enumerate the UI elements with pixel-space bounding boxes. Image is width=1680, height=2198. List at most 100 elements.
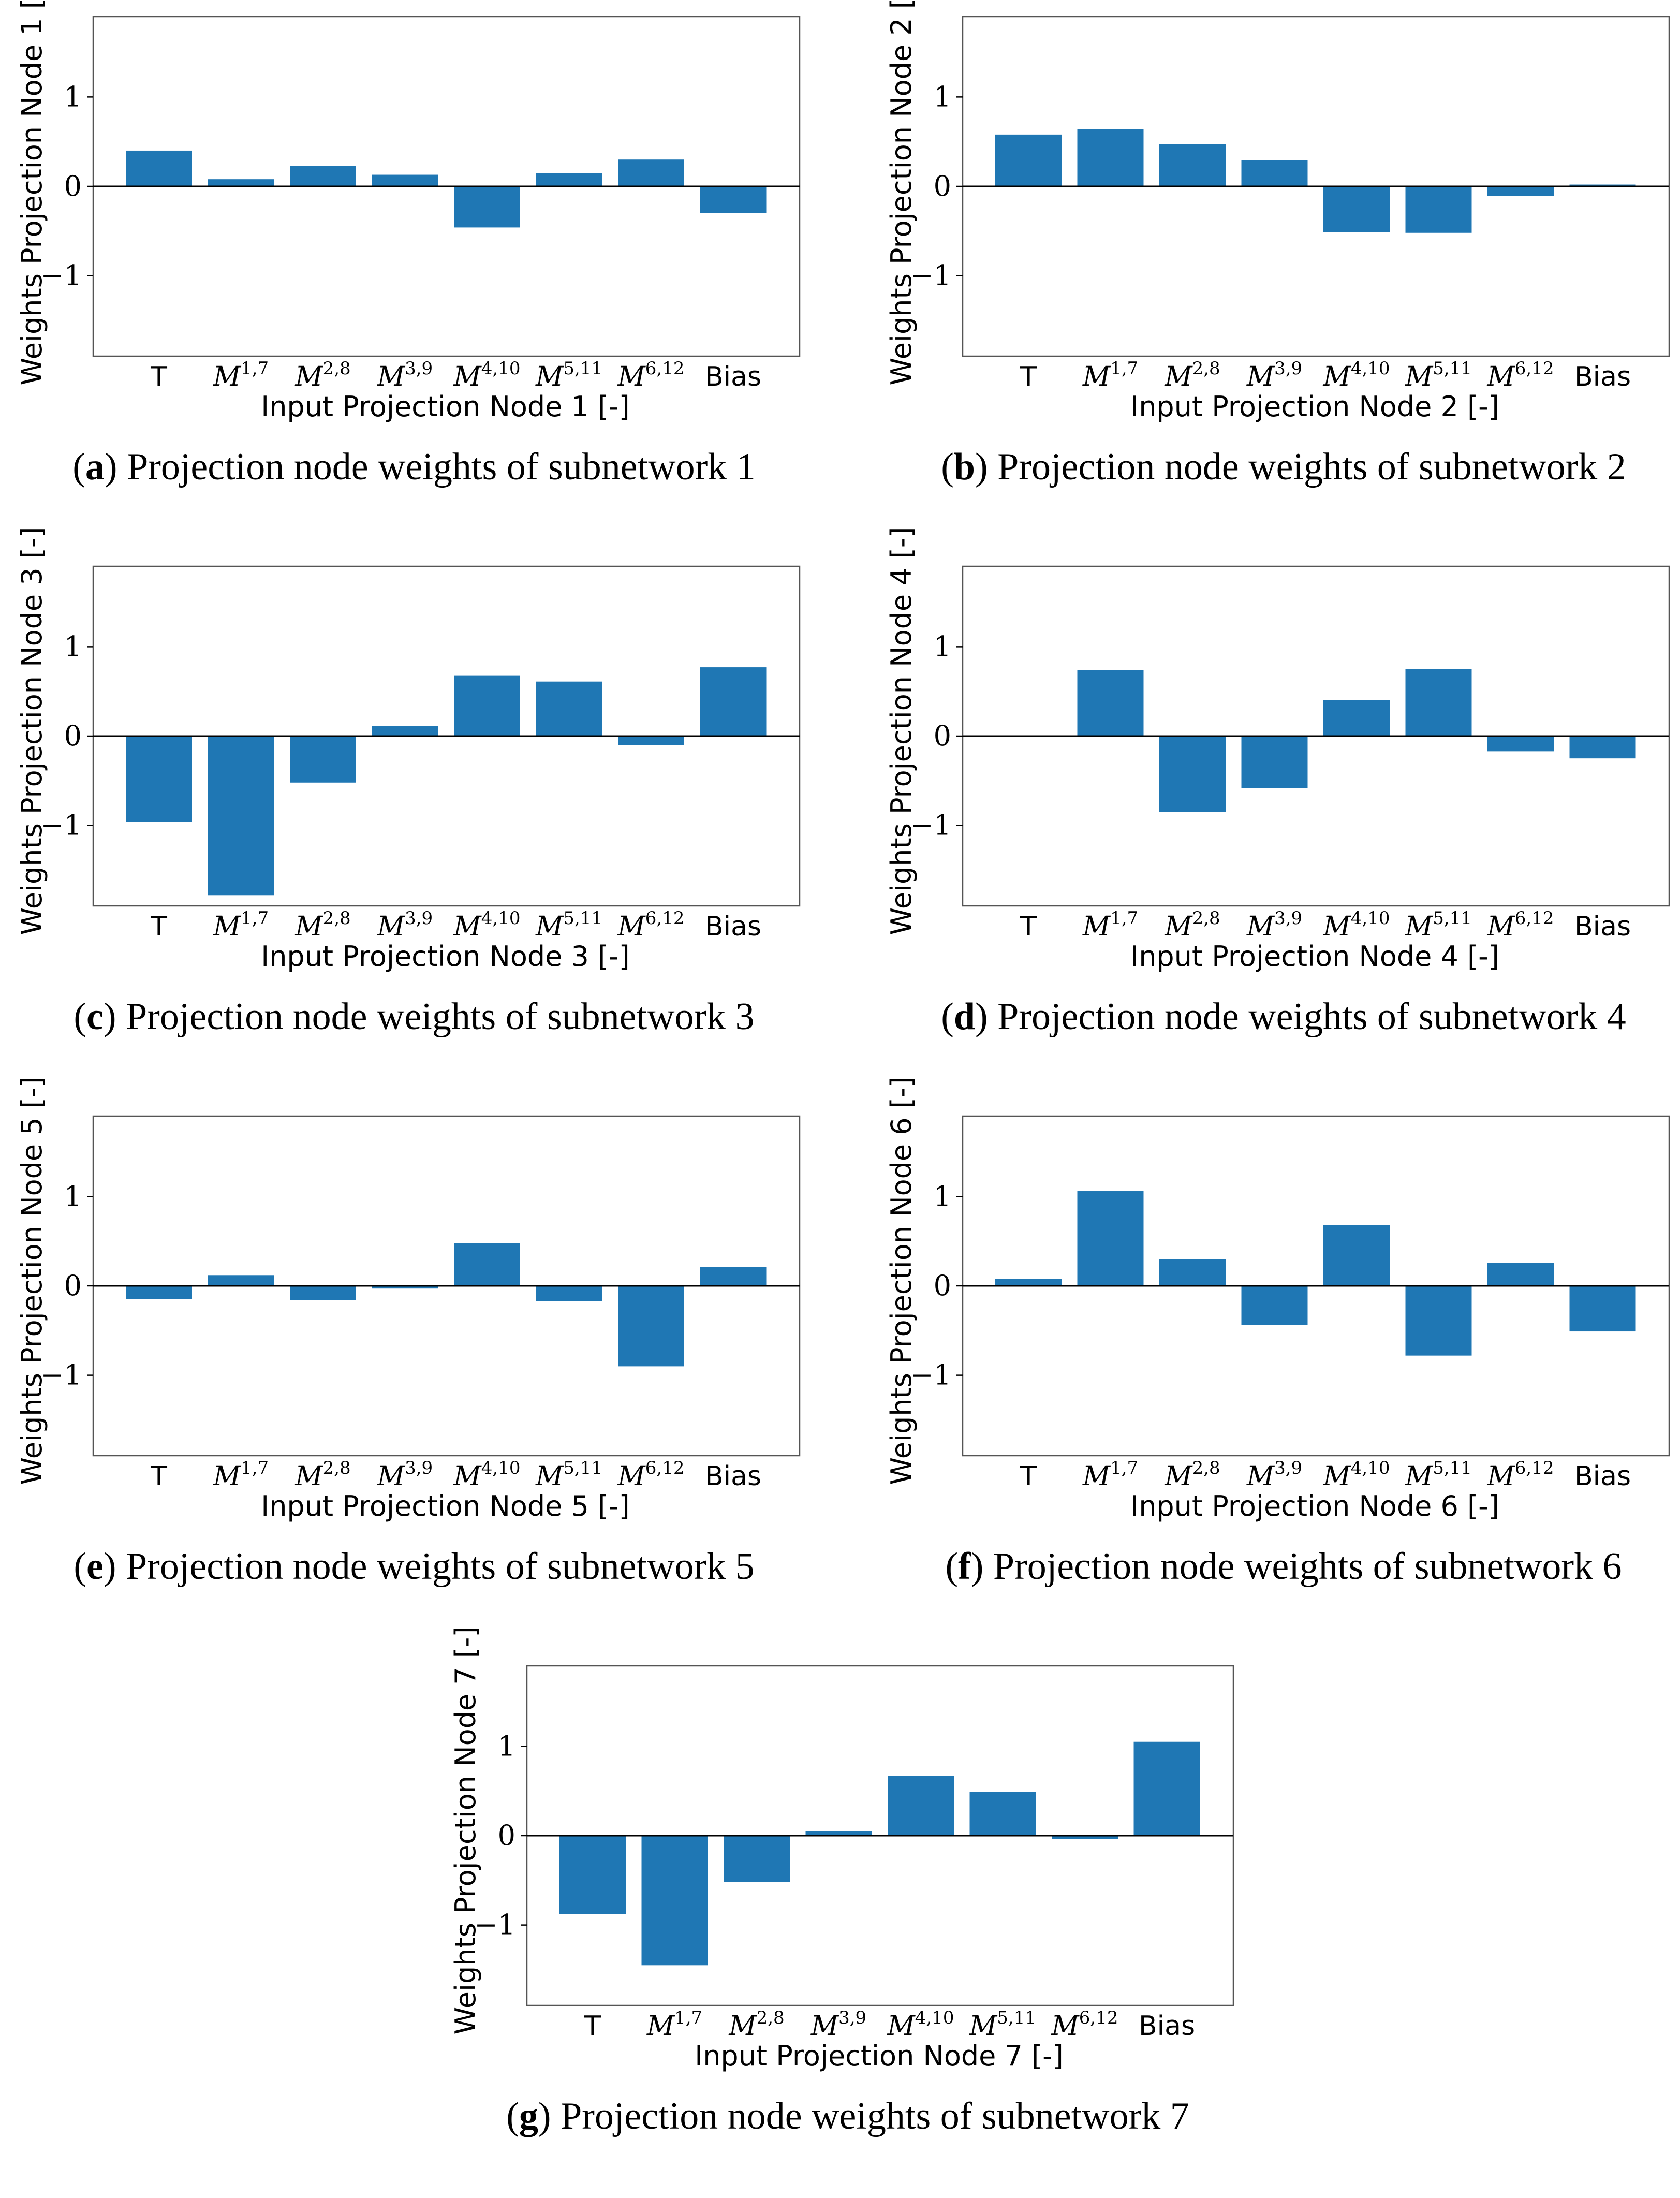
x-tick-label: M4,10 [1323,908,1390,942]
y-tick-label: −1 [40,259,82,292]
x-tick-label: M4,10 [453,1458,521,1492]
bar-1 [995,1279,1062,1286]
bar-5 [454,1243,520,1286]
bar-1 [126,736,192,822]
caption: (a) Projection node weights of subnetwor… [72,446,756,488]
y-tick-label: −1 [40,809,82,842]
x-tick-label: M5,11 [535,358,602,392]
bar-4 [1241,1286,1308,1325]
bar-4 [372,174,438,186]
subfigure-c: −1 0 1 T M1,7 M2,8 M3,9 M4,10 M5,11 M6,12 Bias Inpu… [0,527,840,1098]
subfigure-e: −1 0 1 T M1,7 M2,8 M3,9 M4,10 M5,11 M6,12 Bias Inpu… [0,1077,840,1648]
bar-7 [618,159,684,186]
x-tick-label: M6,12 [617,1458,685,1492]
bar-7 [618,1286,684,1367]
x-axis-label: Input Projection Node 2 [-] [1130,390,1499,423]
x-tick-label: M3,9 [377,908,433,942]
x-tick-label: M4,10 [1323,1458,1390,1492]
x-tick-label: Bias [1574,911,1631,942]
bar-2 [1077,670,1144,736]
x-tick-label: M4,10 [453,358,521,392]
x-tick-label: M1,7 [1082,358,1138,392]
bar-3 [1159,1259,1226,1286]
bar-4 [1241,736,1308,788]
bar-4 [372,1286,438,1289]
subfigure-f: −1 0 1 T M1,7 M2,8 M3,9 M4,10 M5,11 M6,12 Bias Inpu… [870,1077,1680,1648]
x-tick-label: T [1020,361,1037,392]
subfigure-g: −1 0 1 T M1,7 M2,8 M3,9 M4,10 M5,11 M6,12 Bias Inpu… [434,1626,1274,2198]
x-tick-label: M5,11 [535,908,602,942]
caption-text: Projection node weights of subnetwork 2 [997,446,1626,488]
subfigure-b: −1 0 1 T M1,7 M2,8 M3,9 M4,10 M5,11 M6,12 Bias Inpu… [870,0,1680,549]
y-tick-label: 1 [934,80,951,113]
bar-2 [1077,1191,1144,1286]
bar-1 [126,150,192,186]
y-tick-label: −1 [910,809,951,842]
caption-letter: b [953,446,975,488]
x-tick-label: M1,7 [646,2007,702,2042]
x-tick-label: M4,10 [887,2007,954,2042]
y-tick-label: −1 [910,259,951,292]
bar-chart-subnetwork-2: −1 0 1 T M1,7 M2,8 M3,9 M4,10 M5,11 M6,12 Bias Inpu… [885,0,1670,423]
x-tick-label: M3,9 [377,1458,433,1492]
x-axis-label: Input Projection Node 7 [-] [695,2040,1063,2072]
bar-chart-subnetwork-5: −1 0 1 T M1,7 M2,8 M3,9 M4,10 M5,11 M6,12 Bias Inpu… [16,1077,801,1522]
y-tick-label: 0 [64,720,82,752]
x-tick-label: M2,8 [294,1458,350,1492]
bar-6 [536,681,602,736]
bar-2 [208,1275,274,1286]
bar-3 [1159,736,1226,812]
caption-text: Projection node weights of subnetwork 1 [127,446,756,488]
caption: (b) Projection node weights of subnetwor… [941,446,1626,488]
bar-4 [372,726,438,736]
x-tick-label: M5,11 [969,2007,1036,2042]
caption-letter: e [86,1545,104,1588]
x-tick-label: Bias [705,1461,761,1492]
x-tick-label: M6,12 [617,908,685,942]
x-tick-label: M5,11 [1405,358,1472,392]
x-tick-label: M6,12 [617,358,685,392]
y-tick-label: 1 [498,1730,515,1762]
caption-letter: g [519,2095,538,2137]
bar-8 [1569,184,1636,186]
bar-5 [454,186,520,228]
bar-5 [1323,1225,1390,1286]
x-tick-label: M3,9 [810,2007,866,2042]
y-axis-label: Weights Projection Node 7 [-] [449,1626,482,2035]
bar-6 [969,1792,1036,1836]
x-tick-label: M2,8 [1164,358,1220,392]
x-tick-label: M2,8 [294,358,350,392]
y-axis-label: Weights Projection Node 1 [-] [16,0,48,385]
bar-6 [1405,1286,1472,1356]
y-tick-label: 1 [64,630,82,663]
x-tick-label: M5,11 [1405,1458,1472,1492]
caption-letter: c [86,995,104,1038]
bar-chart-subnetwork-6: −1 0 1 T M1,7 M2,8 M3,9 M4,10 M5,11 M6,12 Bias Inpu… [885,1077,1670,1522]
x-axis-label: Input Projection Node 4 [-] [1130,940,1499,973]
bar-8 [700,667,767,736]
caption-text: Projection node weights of subnetwork 6 [993,1545,1622,1588]
y-tick-label: 0 [64,1269,82,1302]
caption: (e) Projection node weights of subnetwor… [73,1545,755,1588]
y-tick-label: 0 [934,1269,951,1302]
y-axis-label: Weights Projection Node 4 [-] [885,527,918,935]
y-axis-label: Weights Projection Node 5 [-] [16,1077,48,1485]
x-tick-label: T [1020,1461,1037,1492]
x-tick-label: T [150,1461,167,1492]
bar-chart-subnetwork-1: −1 0 1 T M1,7 M2,8 M3,9 M4,10 M5,11 M6,12 Bias Inpu… [16,0,801,423]
bar-8 [1569,1286,1636,1332]
bar-chart-subnetwork-4: −1 0 1 T M1,7 M2,8 M3,9 M4,10 M5,11 M6,12 Bias Inpu… [885,527,1670,973]
bar-7 [1052,1836,1118,1839]
bar-3 [290,166,356,186]
caption: (d) Projection node weights of subnetwor… [941,995,1626,1038]
bar-6 [536,173,602,186]
x-tick-label: M6,12 [1487,908,1554,942]
bar-7 [1487,1263,1554,1286]
x-tick-label: M1,7 [1082,1458,1138,1492]
x-tick-label: M6,12 [1487,358,1554,392]
bar-4 [805,1831,872,1836]
bar-5 [888,1776,954,1836]
x-tick-label: T [1020,911,1037,942]
bar-2 [641,1836,708,1966]
x-tick-label: Bias [705,361,761,392]
